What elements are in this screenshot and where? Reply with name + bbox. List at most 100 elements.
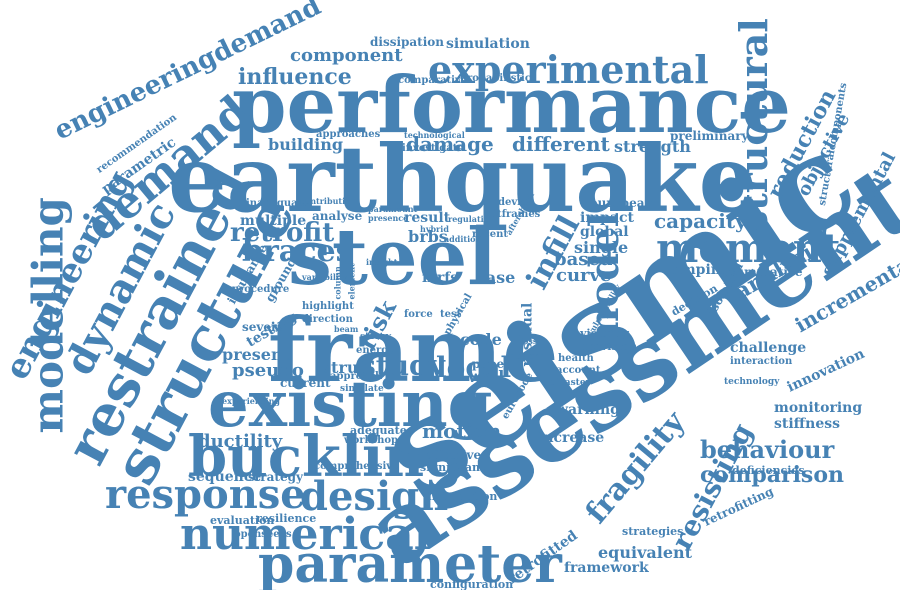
word-result: result [404, 209, 451, 226]
word-frame: frame [268, 297, 559, 402]
word-direction: direction [302, 313, 353, 325]
word-modern: modern [506, 351, 545, 362]
word-experimental: experimental [428, 46, 709, 92]
word-configuration: configuration [430, 577, 514, 590]
word-preliminary: preliminary [670, 129, 749, 144]
word-building: building [268, 134, 344, 154]
word-behaviour: behaviour [700, 435, 835, 465]
word-inadequate: inadequate [246, 197, 309, 209]
word-investigate: investigate [402, 142, 464, 154]
word-several: several [242, 320, 290, 335]
word-dissipation: dissipation [370, 35, 445, 50]
word-procedure: procedure [232, 283, 290, 295]
word-capacity: capacity [654, 208, 747, 233]
word-experiencing: experiencing [222, 396, 281, 407]
word-different: different [512, 131, 610, 156]
word-present: present [222, 344, 291, 364]
word-variability: variability [302, 272, 348, 283]
word-wall: wall [468, 366, 505, 386]
word-test: test [440, 308, 462, 320]
word-analyse: analyse [312, 209, 363, 224]
word-sequence: sequence [188, 468, 262, 485]
word-pseudo: pseudo [232, 360, 304, 382]
word-damage: damage [406, 131, 494, 156]
word-strategy: strategy [248, 470, 303, 485]
word-increase: increase [538, 429, 605, 446]
word-monitoring: monitoring [774, 399, 863, 416]
word-comparison: comparison [700, 461, 844, 488]
word-braces: braces [242, 234, 353, 270]
word-cumulative: cumulative [728, 265, 803, 280]
word-damping: damping [662, 261, 731, 278]
word-technological: technological [404, 130, 465, 141]
word-stiffness: stiffness [774, 415, 841, 432]
word-paper: paper [472, 357, 511, 372]
word-comparative: comparative [398, 74, 468, 86]
word-numerical: numerical [180, 508, 431, 560]
word-openseees: openseees [234, 528, 292, 540]
word-case: case [476, 267, 516, 287]
word-evaluation: evaluation [210, 513, 275, 527]
word-resilience: resilience [256, 511, 317, 525]
word-effective: effective [424, 448, 482, 463]
word-strength: strength [614, 136, 691, 156]
word-force: force [404, 308, 433, 320]
word-challenge: challenge [730, 339, 807, 356]
word-curve: curve [556, 265, 612, 287]
word-addition: addition [444, 234, 482, 245]
word-insight: insight [366, 257, 398, 268]
word-contribution: contribution [300, 196, 357, 207]
word-structural: structural [730, 17, 776, 232]
word-performance: performance [232, 60, 791, 152]
word-steel: steel [288, 212, 497, 304]
word-comprehensive: comprehensive [314, 460, 399, 472]
word-energy: energy [356, 344, 395, 356]
word-retrofit: retrofit [230, 217, 335, 248]
word-account: account [556, 364, 601, 376]
word-recent: recent [472, 228, 508, 240]
word-ductility: ductility [198, 431, 283, 453]
word-component: component [290, 45, 403, 67]
word-study: study [360, 349, 445, 383]
word-yielding: yielding [580, 326, 630, 340]
word-response: response [105, 471, 306, 519]
word-current: current [280, 376, 331, 391]
word-adequate: adequate [350, 423, 407, 437]
word-loss: loss [520, 336, 538, 347]
word-parameter: parameter [258, 534, 562, 590]
word-single: single [574, 237, 629, 257]
word-simulate: simulate [340, 383, 384, 394]
word-regulation: regulation [448, 214, 495, 225]
word-framework: framework [564, 559, 649, 576]
word-equivalent: equivalent [598, 542, 693, 562]
word-paramount: paramount [368, 204, 418, 215]
word-local: local [436, 351, 512, 385]
word-distribution: distribution [424, 489, 498, 503]
word-motion: motion [422, 418, 502, 443]
word-beam: beam [334, 324, 359, 335]
word-based: based [554, 249, 613, 271]
word-presence: presence [368, 213, 409, 224]
word-disaster: disaster [550, 377, 591, 388]
word-column: column [332, 266, 343, 300]
word-provision: provision [580, 339, 638, 353]
word-influence: influence [238, 63, 352, 90]
word-multiple: multiple [240, 212, 307, 229]
word-approaches: approaches [316, 128, 381, 140]
word-deficiencies: deficiencies [732, 463, 805, 477]
word-technology: technology [724, 376, 780, 387]
word-hitframes: hitframes [486, 208, 541, 220]
word-existing: existing [208, 366, 493, 442]
word-device: device [498, 196, 534, 208]
word-mrfs: mrfs [422, 269, 459, 286]
word-approach: approach [330, 370, 383, 382]
word-hybrid: hybrid [420, 224, 449, 235]
word-warning: warning [556, 401, 620, 418]
word-highlight: highlight [302, 300, 354, 312]
word-workshop: workshop [344, 434, 399, 446]
word-interaction: interaction [730, 355, 793, 367]
word-design: design [300, 473, 449, 521]
word-significant: significant [420, 460, 486, 474]
word-brbs: brbs [408, 226, 448, 246]
word-moment: moment [656, 225, 841, 273]
